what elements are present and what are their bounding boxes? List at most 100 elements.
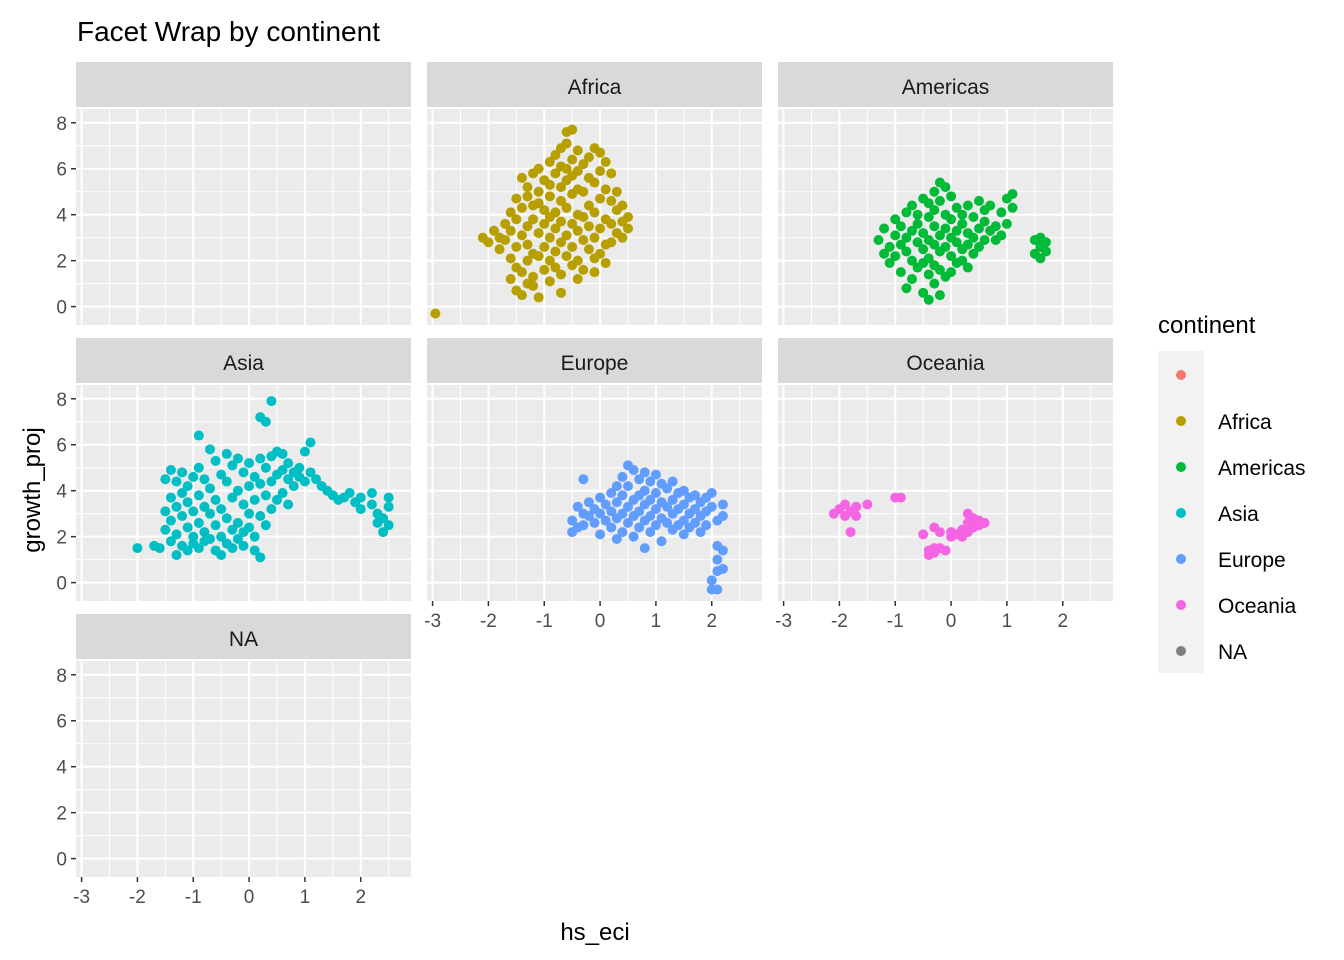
y-tick-label: 6 <box>56 712 67 733</box>
data-point <box>232 533 243 544</box>
data-point <box>923 294 934 305</box>
data-point <box>934 230 945 241</box>
y-tick-label: 0 <box>56 850 67 871</box>
y-tick-label: 8 <box>56 114 67 135</box>
data-point <box>717 563 728 574</box>
data-point <box>561 251 572 262</box>
legend-key <box>1176 600 1186 610</box>
data-point <box>550 149 561 160</box>
data-point <box>199 474 210 485</box>
data-point <box>912 237 923 248</box>
data-point <box>238 499 249 510</box>
x-tick-label: -1 <box>536 611 553 632</box>
y-tick-label: 0 <box>56 574 67 595</box>
data-point <box>589 232 600 243</box>
data-point <box>500 218 511 229</box>
data-point <box>489 225 499 236</box>
data-point <box>662 517 673 528</box>
data-point <box>227 543 238 554</box>
data-point <box>533 186 544 197</box>
data-point <box>996 207 1007 218</box>
data-point <box>227 460 238 471</box>
data-point <box>623 501 633 512</box>
data-point <box>595 508 606 519</box>
data-point <box>940 182 951 193</box>
data-point <box>990 221 1001 232</box>
data-point <box>979 234 990 245</box>
y-tick-label: 2 <box>56 804 67 825</box>
data-point <box>182 481 193 492</box>
legend-label: NA <box>1218 641 1247 664</box>
data-point <box>232 517 243 528</box>
data-point <box>193 517 204 528</box>
facet-strip-label: Oceania <box>906 352 985 375</box>
data-point <box>923 198 934 209</box>
data-point <box>232 485 243 496</box>
x-axis-label: hs_eci <box>560 919 629 946</box>
data-point <box>522 221 533 232</box>
data-point <box>232 453 243 464</box>
data-point <box>918 287 929 298</box>
data-point <box>383 501 394 512</box>
data-point <box>550 262 561 273</box>
x-tick-label: 2 <box>1057 611 1068 632</box>
y-tick-label: 4 <box>56 206 67 227</box>
data-point <box>690 490 700 501</box>
facet-strip <box>76 338 411 383</box>
data-point <box>550 246 561 257</box>
data-point <box>177 488 188 498</box>
y-tick-label: 6 <box>56 436 67 457</box>
data-point <box>901 246 912 257</box>
facet-strip-label: Africa <box>568 76 622 99</box>
data-point <box>1007 202 1018 213</box>
data-point <box>561 230 572 241</box>
panel-background <box>76 385 411 601</box>
data-point <box>600 184 611 195</box>
data-point <box>923 253 934 264</box>
data-point <box>667 494 678 505</box>
data-point <box>639 485 650 496</box>
data-point <box>968 232 979 243</box>
data-point <box>210 520 221 531</box>
panel-background <box>76 661 411 877</box>
data-point <box>188 506 199 517</box>
data-point <box>962 239 973 250</box>
data-point <box>544 232 555 243</box>
data-point <box>578 264 589 275</box>
facet-strip <box>778 62 1113 107</box>
data-point <box>583 221 594 232</box>
data-point <box>572 225 583 236</box>
data-point <box>957 209 968 220</box>
data-point <box>662 483 673 494</box>
data-point <box>567 154 578 165</box>
data-point <box>283 499 294 510</box>
data-point <box>260 462 271 473</box>
data-point <box>595 193 606 204</box>
facet-strip-label: Europe <box>561 352 629 375</box>
data-point <box>522 255 533 266</box>
data-point <box>522 191 533 202</box>
data-point <box>528 280 539 291</box>
data-point <box>238 540 249 551</box>
data-point <box>221 476 232 487</box>
data-point <box>701 520 712 531</box>
data-point <box>550 223 561 234</box>
legend-key <box>1176 646 1186 656</box>
data-point <box>572 145 583 156</box>
legend-label: Africa <box>1218 411 1272 434</box>
data-point <box>873 234 884 245</box>
data-point <box>606 195 617 206</box>
data-point <box>249 494 260 505</box>
data-point <box>383 520 394 531</box>
facet-panel: Asia 0 2 4 6 8 <box>56 338 411 601</box>
data-point <box>578 474 589 485</box>
data-point <box>1007 189 1018 200</box>
data-point <box>578 186 589 197</box>
data-point <box>544 255 555 266</box>
data-point <box>355 504 366 515</box>
data-point <box>650 488 661 498</box>
data-point <box>160 474 171 485</box>
data-point <box>951 202 962 213</box>
data-point <box>344 488 355 498</box>
